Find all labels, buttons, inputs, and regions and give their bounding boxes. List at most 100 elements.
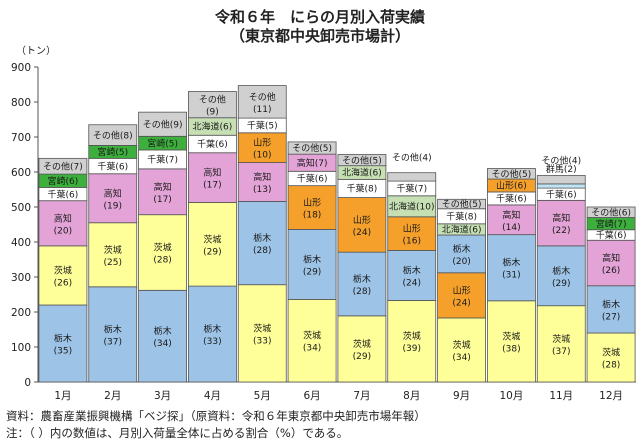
bar-segment <box>437 198 486 210</box>
segment-pct-label: (34) <box>153 339 171 349</box>
bar-segment <box>337 197 387 253</box>
segment-origin-label: 山形 <box>303 197 321 209</box>
segment-label: 千葉(6) <box>48 188 79 200</box>
segment-label: 高知(7) <box>297 157 328 169</box>
segment-pct-label: (26) <box>54 278 72 288</box>
bar-segment <box>287 185 337 230</box>
segment-origin-label: 栃木 <box>253 232 271 244</box>
segment-label: 千葉(8) <box>446 210 477 222</box>
segment-origin-label: 茨城 <box>353 338 371 350</box>
bar-segment <box>188 202 237 287</box>
segment-origin-label: 茨城 <box>154 242 172 254</box>
segment-pct-label: (19) <box>104 201 122 211</box>
segment-label: 千葉(6) <box>596 229 627 241</box>
segment-label: その他(8) <box>93 129 133 141</box>
bar-segment <box>237 132 287 163</box>
segment-label: 千葉(6) <box>297 173 328 185</box>
segment-origin-label: 茨城 <box>552 333 570 345</box>
segment-pct-label: (39) <box>403 344 421 354</box>
segment-pct-label: (24) <box>452 298 470 308</box>
segment-origin-label: 高知 <box>552 212 570 224</box>
bar-segment <box>138 111 187 137</box>
segment-pct-label: (28) <box>253 246 271 256</box>
segment-pct-label: (25) <box>104 258 122 268</box>
bar-segment <box>287 298 337 383</box>
segment-origin-label: 茨城 <box>502 330 520 342</box>
x-tick-label: 4月 <box>204 390 221 402</box>
segment-origin-label: 高知 <box>104 187 122 199</box>
segment-origin-label: 栃木 <box>203 323 221 335</box>
bar-segment <box>188 152 237 203</box>
segment-pct-label: (28) <box>353 287 371 297</box>
segment-origin-label: 栃木 <box>353 273 371 285</box>
segment-origin-label: 栃木 <box>403 264 421 276</box>
segment-label: その他(5) <box>492 168 532 180</box>
bar-segment <box>237 162 287 202</box>
segment-label: 千葉(7) <box>147 154 178 166</box>
segment-origin-label: 茨城 <box>54 264 72 276</box>
bar-segment <box>487 300 536 383</box>
bar-segment <box>38 245 88 306</box>
y-tick-label: 300 <box>11 272 31 284</box>
bar-segment <box>138 214 187 291</box>
chart-subtitle: （東京都中央卸売市場計） <box>229 27 410 45</box>
bar-segment <box>188 91 237 119</box>
bar-segment <box>287 228 337 300</box>
x-tick-label: 7月 <box>353 390 370 402</box>
x-tick-label: 1月 <box>54 390 71 402</box>
segment-label-outside: その他(4) <box>541 155 581 167</box>
segment-origin-label: 山形 <box>353 214 371 226</box>
segment-label-outside: 群馬(2) <box>546 163 577 175</box>
segment-pct-label: (33) <box>203 337 221 347</box>
segment-origin-label: 茨城 <box>602 347 620 359</box>
segment-pct-label: (27) <box>602 312 620 322</box>
segment-label: 北海道(6) <box>193 121 233 133</box>
x-tick-label: 12月 <box>599 390 623 402</box>
bar-segment <box>138 168 187 216</box>
bar-segment <box>38 304 88 383</box>
y-tick-label: 200 <box>11 307 31 319</box>
bar-segment <box>536 175 586 185</box>
x-tick-label: 11月 <box>549 390 573 402</box>
segment-pct-label: (28) <box>153 256 171 266</box>
segment-pct-label: (13) <box>253 185 271 195</box>
segment-pct-label: (29) <box>303 267 321 277</box>
x-tick-label: 9月 <box>453 390 470 402</box>
segment-label: 千葉(6) <box>97 160 128 172</box>
bar-segment <box>337 154 387 167</box>
segment-pct-label: (38) <box>502 344 520 354</box>
y-tick-label: 800 <box>11 97 31 109</box>
segment-origin-label: 高知 <box>502 209 520 221</box>
segment-label: 千葉(6) <box>197 138 228 150</box>
bar-segment <box>138 289 187 383</box>
chart-title: 令和６年 にらの月別入荷実績 <box>214 8 425 26</box>
bar-segment <box>88 286 138 383</box>
bar-segment <box>536 199 586 247</box>
segment-label: 千葉(8) <box>347 183 378 195</box>
segment-label: 北海道(10) <box>389 201 434 213</box>
segment-pct-label: (11) <box>253 105 271 115</box>
segment-label: その他(5) <box>442 198 482 210</box>
bar-segment <box>586 239 636 287</box>
segment-origin-label: 栃木 <box>552 265 570 277</box>
segment-origin-label: 栃木 <box>502 257 520 269</box>
y-tick-label: 100 <box>11 342 31 354</box>
segment-pct-label: (29) <box>552 279 570 289</box>
y-tick-label: 400 <box>11 237 31 249</box>
source-note: 資料：農畜産業振興機構「ベジ探」（原資料：令和６年東京都中央卸売市場年報） <box>6 409 426 423</box>
segment-origin-label: 栃木 <box>104 323 122 335</box>
segment-label: その他(7) <box>43 160 83 172</box>
bar-segment <box>188 285 237 383</box>
segment-pct-label: (31) <box>502 271 520 281</box>
segment-origin-label: 山形 <box>453 284 471 296</box>
y-tick-label: 600 <box>11 167 31 179</box>
bar-segment <box>487 204 536 236</box>
y-tick-label: 700 <box>11 132 31 144</box>
segment-pct-label: (10) <box>253 151 271 161</box>
bar-segment <box>287 141 337 155</box>
bar-segment <box>487 168 536 180</box>
segment-label: 山形(6) <box>496 180 527 192</box>
bar-segment <box>437 272 486 319</box>
segment-pct-label: (37) <box>104 337 122 347</box>
segment-label: 千葉(5) <box>247 120 278 132</box>
